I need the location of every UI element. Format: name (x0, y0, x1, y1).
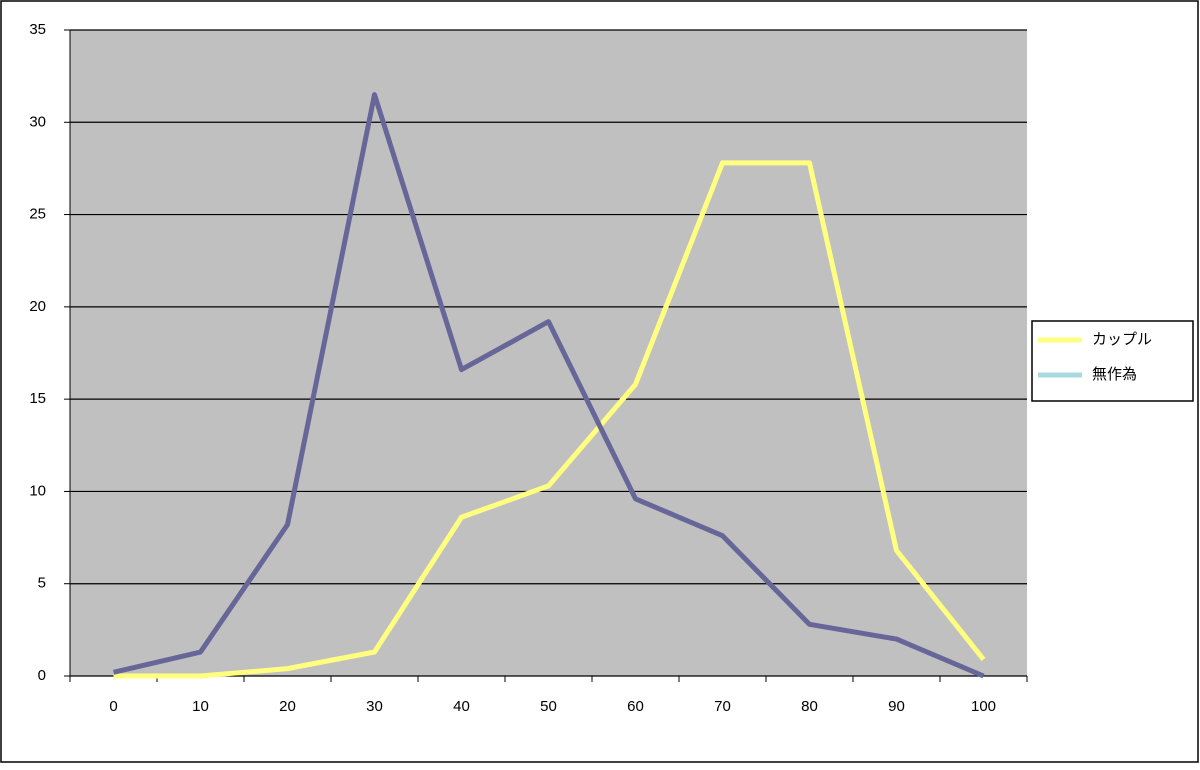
x-tick-label: 20 (279, 698, 296, 715)
y-tick-label: 15 (29, 390, 46, 407)
series-line (113, 160, 986, 679)
x-tick-label: 40 (453, 698, 470, 715)
x-tick-label: 90 (888, 698, 905, 715)
x-tick-label: 10 (192, 698, 209, 715)
legend-box (1031, 320, 1194, 402)
y-tick-label: 35 (29, 21, 46, 38)
y-tick-label: 5 (38, 575, 46, 592)
y-tick-label: 0 (38, 667, 46, 684)
x-tick-label: 100 (971, 698, 996, 715)
plot-area (70, 30, 1027, 676)
x-tick-label: 80 (801, 698, 818, 715)
y-tick-label: 30 (29, 113, 46, 130)
x-tick-label: 30 (366, 698, 383, 715)
x-tick-label: 60 (627, 698, 644, 715)
x-tick-label: 50 (540, 698, 557, 715)
y-tick-label: 25 (29, 206, 46, 223)
x-tick-label: 0 (109, 698, 117, 715)
x-tick-label: 70 (714, 698, 731, 715)
y-tick-label: 20 (29, 298, 46, 315)
series-line (112, 92, 985, 679)
y-tick-label: 10 (29, 482, 46, 499)
legend-label: 無作為 (1092, 366, 1137, 383)
legend-label: カップル (1092, 331, 1152, 348)
